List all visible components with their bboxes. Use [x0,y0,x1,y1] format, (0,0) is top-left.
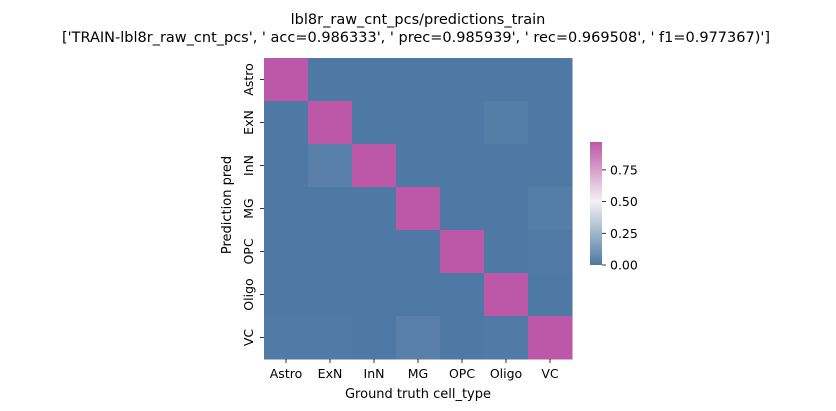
heatmap-cell [264,273,309,317]
y-axis-label: Prediction pred [220,156,235,254]
x-axis-label: Ground truth cell_type [345,387,491,402]
heatmap-cell [396,187,441,231]
heatmap-cell [528,187,573,231]
heatmap-cell [352,101,397,145]
heatmap-cell [308,58,353,102]
heatmap-cell [308,144,353,188]
heatmap-cell [396,144,441,188]
heatmap-cell [484,187,529,231]
heatmap-cell [352,58,397,102]
heatmap-cell [396,230,441,274]
colorbar-tick-label: 0.50 [610,194,638,209]
heatmap-cell [396,273,441,317]
x-tick-label: Oligo [490,366,522,381]
heatmap-cell [352,230,397,274]
y-axis-ticks: Astro ExN InN MG OPC Oligo VC [241,63,264,346]
heatmap-cell [528,230,573,274]
x-axis-ticks: Astro ExN InN MG OPC Oligo VC [270,359,559,381]
chart-subtitle: ['TRAIN-lbl8r_raw_cnt_pcs', ' acc=0.9863… [62,30,770,46]
heatmap-cell [528,58,573,102]
chart-title: lbl8r_raw_cnt_pcs/predictions_train [291,12,546,28]
x-tick-label: VC [541,366,559,381]
x-tick-label: MG [408,366,428,381]
heatmap-cell [264,230,309,274]
heatmap-cell [484,273,529,317]
heatmap-cell [484,230,529,274]
heatmap-cell [440,230,485,274]
heatmap-cell [484,316,529,360]
heatmap-cell [264,144,309,188]
heatmap-cell [264,316,309,360]
heatmap-cell [528,273,573,317]
heatmap-cells [264,58,573,360]
y-tick-label: Astro [241,63,256,95]
heatmap-cell [528,316,573,360]
colorbar-tick-label: 0.25 [610,226,638,241]
colorbar-tick-label: 0.75 [610,162,638,177]
y-tick-label: ExN [241,110,256,135]
heatmap-cell [440,58,485,102]
x-tick-label: ExN [318,366,343,381]
heatmap-cell [308,316,353,360]
y-tick-label: MG [241,198,256,218]
heatmap-cell [264,101,309,145]
heatmap-cell [440,273,485,317]
heatmap-cell [308,230,353,274]
colorbar-tick-label: 0.00 [610,258,638,273]
colorbar-ticks: 0.00 0.25 0.50 0.75 [602,162,638,273]
heatmap-cell [484,144,529,188]
heatmap-cell [396,101,441,145]
heatmap-cell [352,144,397,188]
heatmap-cell [528,144,573,188]
heatmap-cell [308,101,353,145]
heatmap-cell [308,273,353,317]
x-tick-label: InN [364,366,385,381]
heatmap-cell [352,316,397,360]
colorbar [590,142,602,265]
heatmap-cell [396,58,441,102]
heatmap-cell [484,58,529,102]
x-tick-label: OPC [449,366,475,381]
y-tick-label: OPC [241,238,256,264]
heatmap-cell [264,187,309,231]
heatmap-cell [440,187,485,231]
heatmap-cell [440,144,485,188]
y-tick-label: InN [241,155,256,176]
heatmap-cell [352,273,397,317]
y-tick-label: Oligo [241,278,256,310]
heatmap-cell [484,101,529,145]
heatmap-cell [308,187,353,231]
heatmap-cell [264,58,309,102]
y-tick-label: VC [241,329,256,347]
x-tick-label: Astro [270,366,302,381]
heatmap-cell [440,316,485,360]
heatmap-cell [440,101,485,145]
heatmap-cell [352,187,397,231]
heatmap-cell [396,316,441,360]
heatmap-cell [528,101,573,145]
